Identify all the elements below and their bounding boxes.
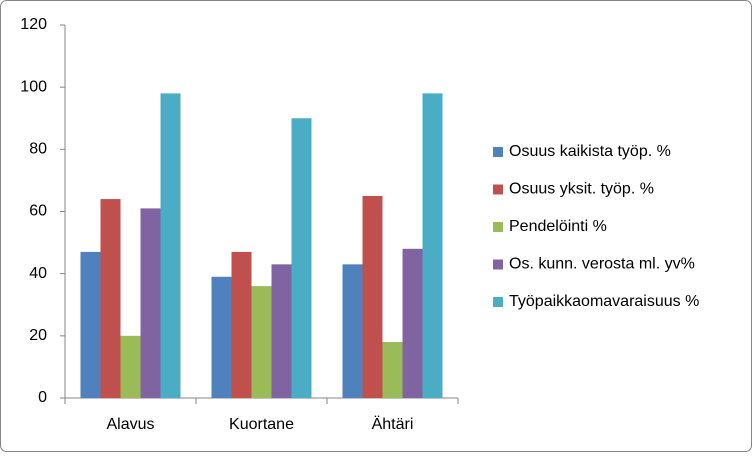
bar [362,195,383,398]
legend-swatch [493,259,503,270]
bar [382,342,403,398]
legend-swatch [493,147,503,157]
x-tick-label: Alavus [106,416,154,433]
bar [140,208,161,398]
legend-label: Työpaikkaomavaraisuus % [509,293,699,310]
bar [422,93,443,398]
y-tick-label: 60 [29,203,47,220]
bar [271,264,292,398]
bar [291,118,312,398]
bar [251,286,272,398]
legend-swatch [493,222,503,232]
bar [120,335,141,398]
x-tick-label: Kuortane [229,416,294,433]
legend-label: Osuus yksit. työp. % [509,181,654,198]
bar [211,276,232,398]
bar [160,93,181,398]
bar [100,199,121,398]
legend-swatch [493,297,503,307]
bar [402,248,423,398]
legend-label: Pendelöinti % [509,218,607,235]
legend-label: Osuus kaikista työp. % [509,143,671,160]
y-tick-label: 100 [20,78,47,95]
y-tick-label: 80 [29,141,47,158]
x-tick-label: Ähtäri [372,415,414,433]
y-tick-label: 0 [38,389,47,406]
bar [231,251,252,398]
bar [80,251,101,398]
y-tick-label: 20 [29,327,47,344]
legend-swatch [493,184,503,195]
y-tick-label: 40 [29,265,47,282]
y-tick-label: 120 [20,16,47,33]
legend-label: Os. kunn. verosta ml. yv% [509,256,695,273]
bar [342,264,363,398]
